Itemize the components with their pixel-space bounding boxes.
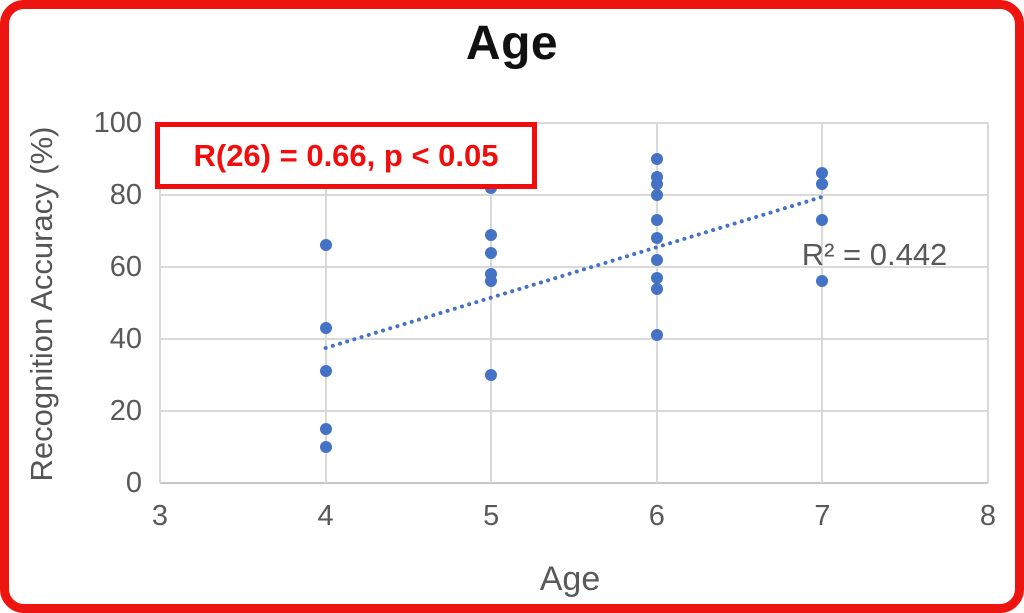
data-point — [650, 214, 663, 227]
gridline-x-6 — [655, 123, 658, 483]
x-tick-label-8: 8 — [979, 500, 997, 532]
data-point — [816, 167, 829, 180]
data-point — [650, 153, 663, 165]
data-point — [485, 228, 498, 241]
data-point — [650, 329, 663, 342]
data-point — [485, 246, 498, 259]
y-tick-label-80: 80 — [109, 179, 142, 211]
data-point — [816, 214, 829, 227]
data-point — [650, 232, 663, 245]
x-tick-label-4: 4 — [317, 500, 334, 532]
data-point — [319, 322, 332, 335]
x-tick-label-3: 3 — [151, 500, 169, 532]
gridline-x-7 — [821, 123, 824, 483]
data-point — [319, 423, 332, 435]
data-point — [485, 275, 498, 288]
gridline-x-8 — [987, 123, 989, 483]
data-point — [650, 178, 663, 191]
y-axis-title: Recognition Accuracy (%) — [24, 126, 59, 482]
y-tick-label-20: 20 — [109, 395, 142, 427]
x-tick-label-7: 7 — [814, 500, 831, 532]
chart-title: Age — [465, 17, 559, 70]
data-point — [485, 369, 498, 381]
gridline-x-4 — [324, 123, 327, 483]
y-tick-label-0: 0 — [125, 467, 142, 499]
correlation-stat-text: R(26) = 0.66, p < 0.05 — [193, 137, 499, 173]
data-point — [319, 365, 332, 378]
gridline-y-20 — [160, 410, 988, 412]
y-tick-label-60: 60 — [109, 251, 142, 283]
gridline-y-100 — [160, 122, 988, 124]
data-point — [319, 239, 332, 252]
gridline-y-80 — [160, 194, 988, 196]
gridline-y-0 — [160, 482, 988, 484]
data-point — [650, 271, 663, 284]
gridline-y-60 — [160, 266, 988, 268]
data-point — [816, 178, 829, 191]
x-axis-title: Age — [539, 560, 601, 598]
data-point — [319, 441, 332, 453]
data-point — [650, 282, 663, 295]
r-squared-label: R² = 0.442 — [801, 237, 948, 272]
data-point — [650, 253, 663, 266]
gridline-y-40 — [160, 338, 988, 340]
gridline-x-5 — [490, 123, 493, 483]
x-tick-label-6: 6 — [648, 500, 665, 532]
gridline-x-3 — [159, 123, 161, 483]
correlation-stat-box: R(26) = 0.66, p < 0.05 — [155, 122, 537, 189]
y-tick-label-100: 100 — [93, 107, 142, 139]
data-point — [816, 275, 829, 288]
x-tick-label-5: 5 — [483, 500, 500, 532]
data-point — [650, 189, 663, 201]
y-tick-label-40: 40 — [109, 323, 142, 355]
